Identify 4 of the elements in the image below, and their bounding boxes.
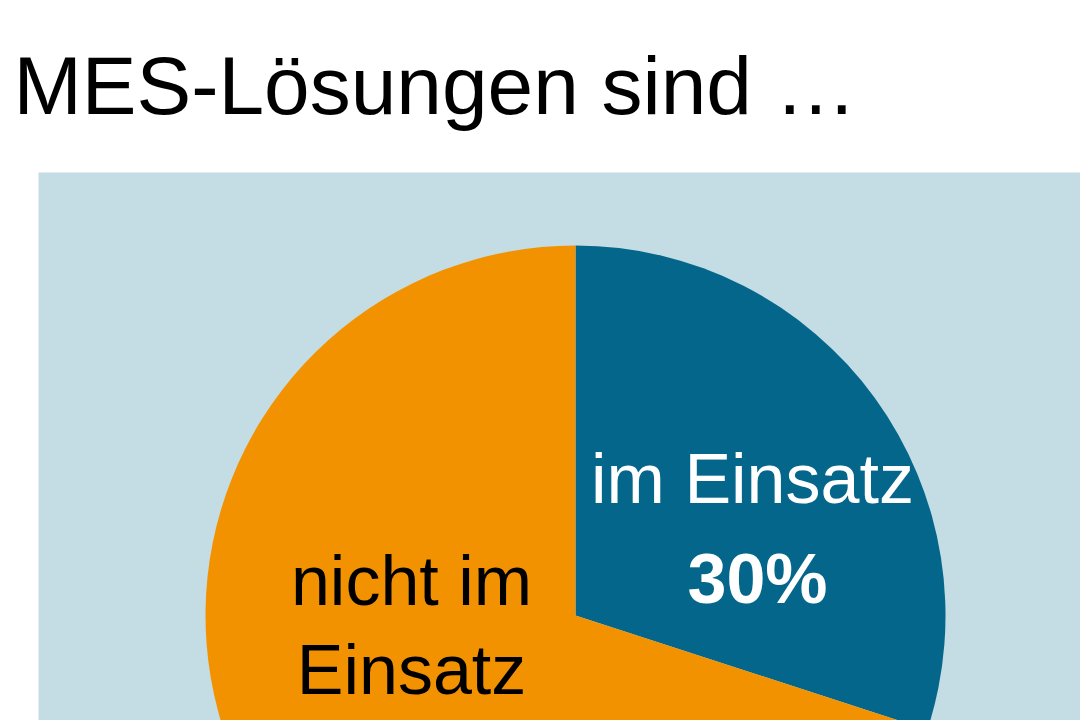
data-label: 30% (687, 539, 828, 618)
slice-label: nicht im Einsatz (290, 541, 533, 710)
slice-label: im Einsatz (591, 439, 914, 518)
chart-title: MES-Lösungen sind … (13, 40, 857, 131)
